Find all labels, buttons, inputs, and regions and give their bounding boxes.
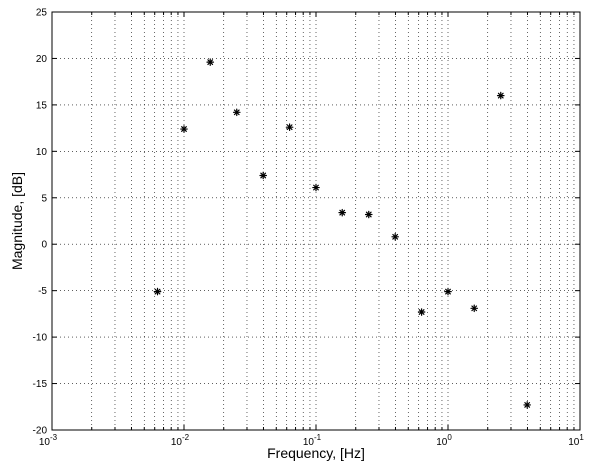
data-point [444, 287, 452, 296]
data-point [496, 91, 505, 100]
data-point [206, 58, 215, 66]
data-point [285, 123, 294, 131]
x-tick-label: 10-3 [39, 433, 58, 448]
y-tick-label: -5 [38, 286, 47, 297]
y-tick-label: 10 [36, 147, 48, 158]
data-point [364, 210, 373, 219]
y-tick-label: -15 [33, 379, 48, 390]
data-point [417, 308, 426, 316]
x-axis-title: Frequency, [Hz] [267, 445, 365, 461]
y-tick-label: 15 [36, 100, 48, 111]
x-tick-label: 10-2 [171, 433, 190, 448]
data-point [338, 208, 347, 217]
x-tick-label: 10-1 [303, 433, 322, 448]
y-tick-label: 20 [36, 54, 48, 65]
y-tick-label: -20 [33, 426, 48, 437]
x-tick-label: 101 [568, 433, 584, 448]
data-point [312, 183, 320, 192]
y-tick-label: -10 [33, 333, 48, 344]
data-point [259, 171, 267, 180]
data-point [180, 125, 188, 133]
y-tick-label: 0 [41, 240, 47, 251]
grid [52, 12, 580, 430]
y-axis-ticks: 25 20 15 10 5 0 -5 -10 -15 -20 [33, 8, 580, 437]
plot-frame [51, 11, 581, 431]
y-axis-title: Magnitude, [dB] [9, 172, 25, 270]
x-tick-label: 100 [436, 433, 452, 448]
y-tick-label: 5 [41, 193, 47, 204]
data-point [232, 108, 241, 117]
data-point [153, 287, 162, 296]
data-point [523, 401, 531, 409]
data-points [153, 58, 531, 409]
data-point [391, 232, 399, 241]
data-point [470, 304, 479, 313]
y-tick-label: 25 [36, 8, 48, 19]
x-axis-ticks: 10-3 10-2 10-1 100 101 [39, 12, 584, 448]
